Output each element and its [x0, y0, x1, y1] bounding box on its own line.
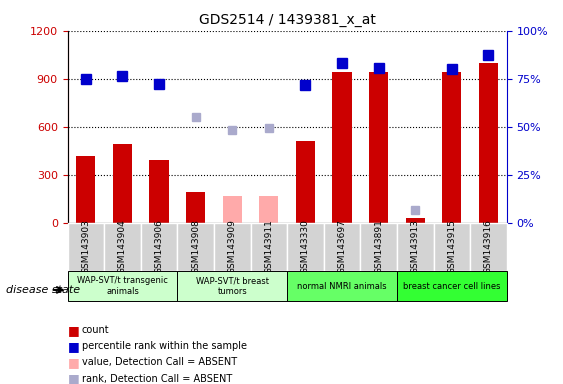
Text: GSM143903: GSM143903: [82, 219, 90, 274]
Text: ■: ■: [68, 356, 79, 369]
Bar: [332, 72, 352, 223]
Text: breast cancer cell lines: breast cancer cell lines: [403, 281, 501, 291]
Bar: [113, 144, 132, 223]
Text: ■: ■: [68, 324, 79, 337]
Bar: [259, 195, 279, 223]
Text: normal NMRI animals: normal NMRI animals: [297, 281, 387, 291]
Text: value, Detection Call = ABSENT: value, Detection Call = ABSENT: [82, 358, 237, 367]
Text: GSM143911: GSM143911: [265, 219, 273, 274]
Title: GDS2514 / 1439381_x_at: GDS2514 / 1439381_x_at: [199, 13, 376, 27]
Text: ■: ■: [68, 340, 79, 353]
Text: GSM143891: GSM143891: [374, 219, 383, 274]
FancyBboxPatch shape: [141, 223, 177, 271]
Text: WAP-SVT/t transgenic
animals: WAP-SVT/t transgenic animals: [77, 276, 168, 296]
Text: GSM143915: GSM143915: [448, 219, 456, 274]
Bar: [76, 156, 96, 223]
Text: count: count: [82, 325, 109, 335]
Bar: [405, 218, 425, 223]
FancyBboxPatch shape: [434, 223, 470, 271]
Text: rank, Detection Call = ABSENT: rank, Detection Call = ABSENT: [82, 374, 232, 384]
Bar: [442, 72, 462, 223]
FancyBboxPatch shape: [324, 223, 360, 271]
FancyBboxPatch shape: [360, 223, 397, 271]
Bar: [369, 72, 388, 223]
FancyBboxPatch shape: [251, 223, 287, 271]
FancyBboxPatch shape: [68, 271, 177, 301]
FancyBboxPatch shape: [397, 271, 507, 301]
Text: GSM143697: GSM143697: [338, 219, 346, 274]
FancyBboxPatch shape: [104, 223, 141, 271]
FancyBboxPatch shape: [68, 223, 104, 271]
Text: GSM143916: GSM143916: [484, 219, 493, 274]
Text: percentile rank within the sample: percentile rank within the sample: [82, 341, 247, 351]
FancyBboxPatch shape: [470, 223, 507, 271]
Text: disease state: disease state: [6, 285, 80, 295]
Text: GSM143330: GSM143330: [301, 219, 310, 274]
Text: WAP-SVT/t breast
tumors: WAP-SVT/t breast tumors: [196, 276, 269, 296]
Text: ■: ■: [68, 372, 79, 384]
Bar: [222, 195, 242, 223]
FancyBboxPatch shape: [287, 271, 397, 301]
Text: GSM143908: GSM143908: [191, 219, 200, 274]
FancyBboxPatch shape: [177, 223, 214, 271]
FancyBboxPatch shape: [177, 271, 287, 301]
Bar: [296, 141, 315, 223]
Bar: [186, 192, 205, 223]
Bar: [479, 63, 498, 223]
Text: GSM143906: GSM143906: [155, 219, 163, 274]
Text: GSM143913: GSM143913: [411, 219, 419, 274]
FancyBboxPatch shape: [397, 223, 434, 271]
Text: GSM143904: GSM143904: [118, 219, 127, 274]
FancyBboxPatch shape: [287, 223, 324, 271]
FancyBboxPatch shape: [214, 223, 251, 271]
Text: GSM143909: GSM143909: [228, 219, 236, 274]
Bar: [149, 161, 169, 223]
